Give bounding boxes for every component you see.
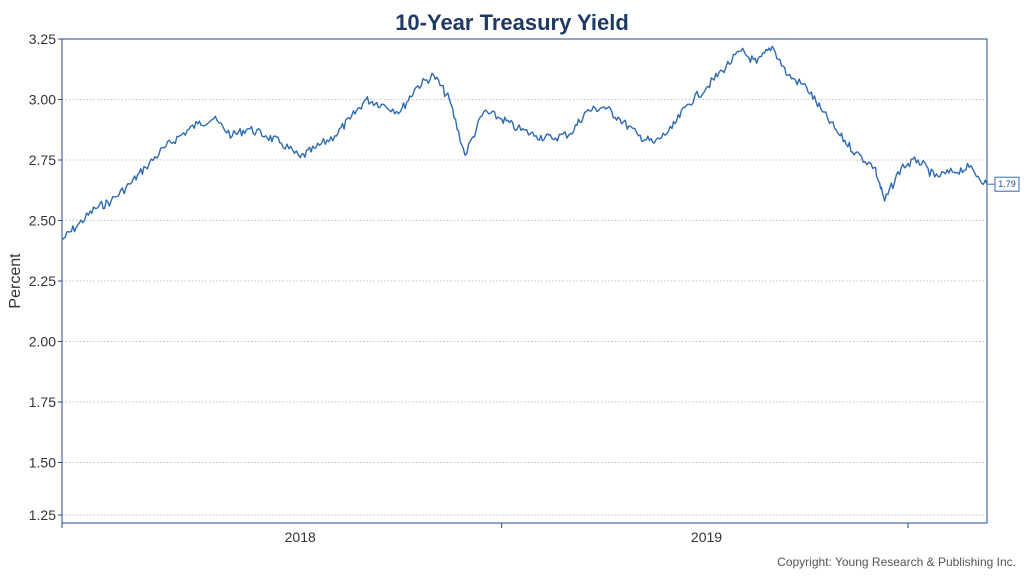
y-tick-label: 2.75 (29, 152, 56, 168)
x-axis-ticks: 2018 2019 (61, 523, 909, 545)
y-tick-label: 3.00 (29, 92, 56, 108)
gridlines (62, 38, 987, 516)
y-tick-label: 2.25 (29, 273, 56, 289)
y-tick-label: 3.25 (29, 31, 56, 47)
plot-frame (61, 38, 988, 524)
y-axis-label: Percent (7, 253, 24, 309)
y-tick-label: 1.75 (29, 394, 56, 410)
y-axis-ticks: 1.25 1.50 1.75 2.00 2.25 2.50 2.75 3.00 3.25 (29, 31, 62, 523)
chart-title: 10-Year Treasury Yield (395, 10, 629, 35)
series-line (61, 45, 988, 241)
y-tick-label: 1.25 (29, 507, 56, 523)
end-value-tag: 1.79 (987, 176, 1020, 192)
end-value-label: 1.79 (998, 179, 1016, 189)
y-tick-label: 1.50 (29, 455, 56, 471)
x-tick-label: 2018 (285, 529, 316, 545)
y-tick-label: 2.50 (29, 213, 56, 229)
copyright-text: Copyright: Young Research & Publishing I… (777, 555, 1016, 569)
y-tick-label: 2.00 (29, 334, 56, 350)
end-tag-box (994, 176, 1020, 192)
x-tick-label: 2019 (691, 529, 722, 545)
